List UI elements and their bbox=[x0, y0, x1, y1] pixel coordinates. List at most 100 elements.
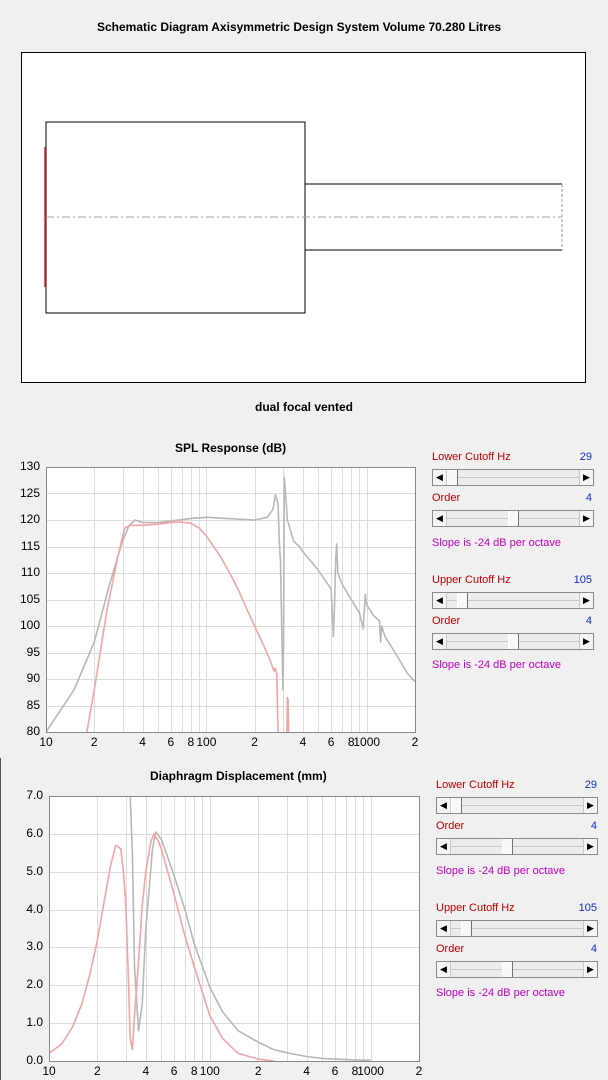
spl-upper-order-label: Order bbox=[432, 615, 461, 627]
disp-lower-slope-text: Slope is -24 dB per octave bbox=[436, 865, 566, 877]
slider-thumb[interactable] bbox=[461, 921, 472, 936]
disp-upper-order-slider[interactable]: ◀ ▶ bbox=[436, 961, 598, 978]
x-tick-label: 1000 bbox=[357, 1064, 384, 1078]
slider-left-arrow-icon[interactable]: ◀ bbox=[433, 634, 447, 649]
slider-left-arrow-icon[interactable]: ◀ bbox=[433, 470, 447, 485]
x-tick-label: 2 bbox=[254, 1064, 262, 1078]
slider-right-arrow-icon[interactable]: ▶ bbox=[583, 839, 597, 854]
x-tick-label: 4 bbox=[303, 1064, 310, 1078]
slider-thumb[interactable] bbox=[457, 593, 468, 608]
slider-thumb[interactable] bbox=[508, 511, 519, 526]
spl-upper-slope-text: Slope is -24 dB per octave bbox=[432, 659, 562, 671]
y-tick-label: 7.0 bbox=[26, 788, 43, 802]
series-line-2 bbox=[86, 521, 279, 733]
spl-lower-order-value: 4 bbox=[585, 492, 592, 504]
spl-lower-cutoff-slider[interactable]: ◀ ▶ bbox=[432, 469, 594, 486]
spl-upper-cutoff-value: 105 bbox=[573, 574, 592, 586]
y-tick-label: 5.0 bbox=[26, 863, 43, 878]
slider-thumb[interactable] bbox=[447, 470, 458, 485]
y-tick-label: 110 bbox=[20, 565, 40, 579]
x-tick-label: 2 bbox=[411, 735, 419, 749]
spl-upper-order-slider[interactable]: ◀ ▶ bbox=[432, 633, 594, 650]
slider-track bbox=[451, 928, 583, 929]
x-tick-label: 2 bbox=[251, 735, 258, 749]
slider-left-arrow-icon[interactable]: ◀ bbox=[433, 593, 447, 608]
y-tick-label: 1.0 bbox=[26, 1015, 43, 1030]
y-tick-label: 2.0 bbox=[26, 977, 43, 992]
schematic-drawing bbox=[44, 121, 563, 314]
y-tick-label: 3.0 bbox=[26, 939, 43, 954]
slider-right-arrow-icon[interactable]: ▶ bbox=[579, 593, 593, 608]
spl-upper-order-value: 4 bbox=[585, 615, 592, 627]
x-tick-label: 1000 bbox=[353, 735, 381, 749]
disp-upper-order-value: 4 bbox=[590, 943, 597, 955]
y-tick-label: 120 bbox=[19, 512, 40, 526]
y-tick-label: 90 bbox=[26, 671, 40, 685]
slider-thumb[interactable] bbox=[451, 798, 462, 813]
x-tick-label: 100 bbox=[199, 1064, 220, 1078]
spl-lower-order-slider[interactable]: ◀ ▶ bbox=[432, 510, 594, 527]
y-tick-label: 115 bbox=[20, 538, 40, 553]
slider-right-arrow-icon[interactable]: ▶ bbox=[583, 962, 597, 977]
x-tick-label: 4 bbox=[299, 735, 307, 749]
x-tick-label: 10 bbox=[42, 1064, 56, 1078]
slider-right-arrow-icon[interactable]: ▶ bbox=[583, 798, 597, 813]
slider-right-arrow-icon[interactable]: ▶ bbox=[579, 634, 593, 649]
series-line-1 bbox=[46, 476, 416, 733]
disp-upper-order-label: Order bbox=[436, 943, 465, 955]
slider-track bbox=[451, 805, 583, 806]
series-line-2 bbox=[49, 833, 274, 1062]
slider-right-arrow-icon[interactable]: ▶ bbox=[579, 470, 593, 485]
slider-track bbox=[447, 600, 579, 601]
disp-lower-order-value: 4 bbox=[590, 820, 597, 832]
x-tick-label: 8 bbox=[190, 1064, 198, 1078]
slider-left-arrow-icon[interactable]: ◀ bbox=[437, 962, 451, 977]
spl-plot bbox=[46, 467, 416, 733]
y-tick-label: 85 bbox=[26, 697, 40, 712]
series-line-1 bbox=[125, 796, 371, 1061]
y-tick-label: 0.0 bbox=[26, 1053, 43, 1067]
spl-lower-order-label: Order bbox=[432, 492, 461, 504]
x-tick-label: 10 bbox=[39, 735, 53, 749]
x-tick-label: 2 bbox=[94, 1064, 101, 1078]
disp-lower-cutoff-slider[interactable]: ◀ ▶ bbox=[436, 797, 598, 814]
disp-lower-cutoff-value: 29 bbox=[584, 779, 597, 791]
x-tick-label: 6 bbox=[170, 1064, 178, 1078]
slider-left-arrow-icon[interactable]: ◀ bbox=[433, 511, 447, 526]
spl-lower-cutoff-value: 29 bbox=[579, 451, 592, 463]
plot-border bbox=[49, 796, 420, 1062]
plot-background bbox=[49, 796, 420, 1062]
slider-right-arrow-icon[interactable]: ▶ bbox=[579, 511, 593, 526]
spl-upper-cutoff-label: Upper Cutoff Hz bbox=[432, 574, 511, 586]
slider-left-arrow-icon[interactable]: ◀ bbox=[437, 839, 451, 854]
slider-left-arrow-icon[interactable]: ◀ bbox=[437, 921, 451, 936]
disp-lower-cutoff-label: Lower Cutoff Hz bbox=[436, 779, 515, 791]
y-tick-label: 125 bbox=[19, 485, 40, 500]
slider-track bbox=[447, 477, 579, 478]
disp-chart-area: 7.0 6.0 5.0 4.0 3.0 2.0 1.0 0.0 10 2 4 6 8 100 2 4 6 8 10… bbox=[0, 786, 426, 1080]
spl-upper-cutoff-slider[interactable]: ◀ ▶ bbox=[432, 592, 594, 609]
y-tick-label: 100 bbox=[19, 618, 40, 632]
disp-lower-order-slider[interactable]: ◀ ▶ bbox=[436, 838, 598, 855]
x-tick-label: 4 bbox=[139, 735, 146, 749]
slider-thumb[interactable] bbox=[502, 839, 513, 854]
y-tick-label: 130 bbox=[19, 459, 40, 473]
disp-upper-cutoff-slider[interactable]: ◀ ▶ bbox=[436, 920, 598, 937]
slider-left-arrow-icon[interactable]: ◀ bbox=[437, 798, 451, 813]
disp-plot bbox=[49, 796, 420, 1062]
y-tick-label: 95 bbox=[26, 644, 40, 659]
x-tick-label: 4 bbox=[142, 1064, 150, 1078]
slider-thumb[interactable] bbox=[502, 962, 513, 977]
plot-border bbox=[46, 467, 416, 733]
y-tick-label: 80 bbox=[26, 724, 40, 738]
disp-upper-slope-text: Slope is -24 dB per octave bbox=[436, 987, 566, 999]
slider-right-arrow-icon[interactable]: ▶ bbox=[583, 921, 597, 936]
x-tick-label: 8 bbox=[347, 735, 355, 749]
schematic-title: Schematic Diagram Axisymmetric Design Sy… bbox=[97, 20, 502, 34]
spl-chart-title: SPL Response (dB) bbox=[175, 441, 287, 455]
spl-chart-area: 130 125 120 115 110 105 100 95 90 85 80 10 2 4 6 8 100 2… bbox=[0, 458, 422, 758]
y-tick-label: 105 bbox=[19, 591, 40, 606]
x-tick-label: 2 bbox=[90, 735, 98, 749]
x-tick-label: 100 bbox=[196, 735, 217, 749]
slider-thumb[interactable] bbox=[508, 634, 519, 649]
